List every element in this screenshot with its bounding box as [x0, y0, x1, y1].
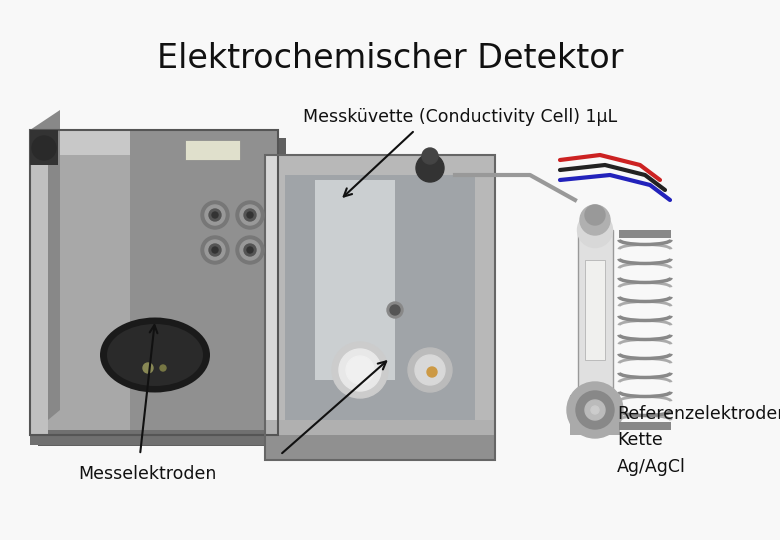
Circle shape: [422, 148, 438, 164]
Circle shape: [247, 212, 253, 218]
Bar: [585, 260, 605, 360]
Bar: [30, 130, 278, 435]
Circle shape: [415, 355, 445, 385]
Bar: [130, 130, 278, 435]
Circle shape: [339, 349, 381, 391]
Bar: [265, 155, 277, 460]
Bar: [265, 155, 495, 460]
Circle shape: [332, 342, 388, 398]
Circle shape: [247, 247, 253, 253]
Circle shape: [567, 382, 623, 438]
Bar: [265, 420, 495, 435]
Circle shape: [201, 236, 229, 264]
Bar: [185, 140, 240, 160]
Bar: [30, 130, 58, 165]
Text: Referenzelektroden-
Kette
Ag/AgCl: Referenzelektroden- Kette Ag/AgCl: [617, 405, 780, 476]
Circle shape: [160, 365, 166, 371]
Circle shape: [585, 400, 605, 420]
Bar: [315, 180, 395, 380]
Ellipse shape: [107, 324, 203, 386]
Circle shape: [205, 240, 225, 260]
Text: Elektrochemischer Detektor: Elektrochemischer Detektor: [157, 42, 623, 75]
Circle shape: [416, 154, 444, 182]
Circle shape: [577, 213, 612, 247]
Circle shape: [236, 236, 264, 264]
Circle shape: [585, 205, 605, 225]
Bar: [265, 420, 495, 460]
Circle shape: [240, 205, 260, 225]
Circle shape: [236, 201, 264, 229]
Bar: [619, 230, 671, 238]
Text: Messküvette (Conductivity Cell) 1μL: Messküvette (Conductivity Cell) 1μL: [303, 108, 617, 126]
Circle shape: [387, 302, 403, 318]
Circle shape: [390, 305, 400, 315]
Ellipse shape: [100, 318, 210, 393]
Circle shape: [408, 348, 452, 392]
Bar: [30, 130, 278, 435]
Circle shape: [240, 240, 260, 260]
Bar: [315, 180, 395, 380]
Circle shape: [205, 205, 225, 225]
Text: Messelektroden: Messelektroden: [78, 465, 216, 483]
Circle shape: [244, 209, 256, 221]
Circle shape: [212, 212, 218, 218]
Bar: [30, 430, 278, 445]
Circle shape: [580, 205, 610, 235]
Circle shape: [212, 247, 218, 253]
Bar: [570, 395, 620, 435]
Bar: [265, 155, 495, 460]
Circle shape: [576, 391, 614, 429]
Circle shape: [591, 406, 599, 414]
Polygon shape: [30, 110, 60, 435]
Polygon shape: [30, 130, 278, 155]
Circle shape: [244, 244, 256, 256]
Circle shape: [143, 363, 153, 373]
Bar: [619, 422, 671, 430]
Bar: [285, 175, 475, 440]
Circle shape: [346, 356, 374, 384]
Circle shape: [427, 367, 437, 377]
Bar: [578, 230, 613, 395]
Circle shape: [209, 209, 221, 221]
Circle shape: [32, 136, 56, 160]
Bar: [30, 130, 48, 435]
Bar: [38, 138, 286, 446]
Circle shape: [209, 244, 221, 256]
Circle shape: [201, 201, 229, 229]
